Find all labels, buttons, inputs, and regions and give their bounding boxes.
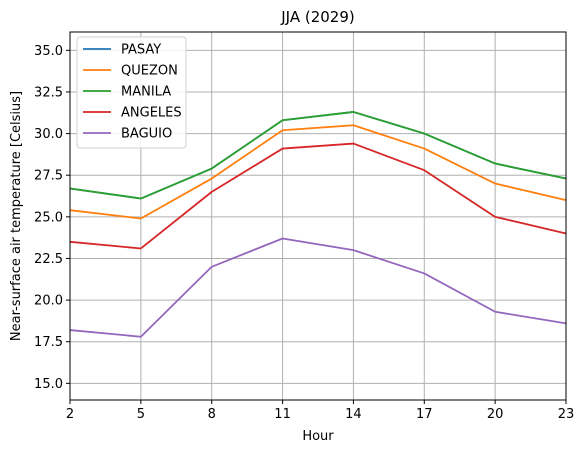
series-line-angeles xyxy=(69,142,567,250)
x-tick-label: 2 xyxy=(66,407,74,422)
legend: PASAY QUEZON MANILA ANGELES BAGUIO xyxy=(76,36,187,149)
grid-lines xyxy=(69,32,567,400)
x-tick-label: 17 xyxy=(416,407,433,422)
x-tick-label: 11 xyxy=(274,407,291,422)
series-line-baguio xyxy=(69,237,567,338)
x-tick-label: 20 xyxy=(487,407,504,422)
y-tick-label: 32.5 xyxy=(34,85,63,100)
x-tick-label: 8 xyxy=(208,407,216,422)
legend-label: PASAY xyxy=(121,43,161,58)
x-axis: 2 5 8 11 14 17 20 23 xyxy=(66,400,574,422)
y-tick-label: 22.5 xyxy=(34,252,63,267)
series-line-quezon xyxy=(69,124,567,220)
y-tick-label: 27.5 xyxy=(34,169,63,184)
legend-label: BAGUIO xyxy=(121,127,172,142)
legend-label: QUEZON xyxy=(121,64,178,79)
y-axis-title: Near-surface air temperature [Celsius] xyxy=(9,91,24,341)
y-tick-label: 20.0 xyxy=(34,294,63,309)
y-tick-label: 17.5 xyxy=(34,335,63,350)
x-axis-title: Hour xyxy=(302,429,334,444)
y-tick-label: 25.0 xyxy=(34,210,63,225)
legend-label: MANILA xyxy=(121,85,171,100)
x-tick-label: 5 xyxy=(137,407,145,422)
series-lines xyxy=(69,111,567,338)
y-tick-label: 35.0 xyxy=(34,44,63,59)
y-tick-label: 30.0 xyxy=(34,127,63,142)
plot-frame xyxy=(69,31,567,401)
legend-label: ANGELES xyxy=(121,106,182,121)
legend-box xyxy=(76,36,187,149)
x-tick-label: 14 xyxy=(345,407,362,422)
chart-title: JJA (2029) xyxy=(280,8,355,26)
series-line-manila xyxy=(69,111,567,200)
x-tick-label: 23 xyxy=(558,407,575,422)
y-axis: 15.0 17.5 20.0 22.5 25.0 27.5 30.0 32.5 35.0 xyxy=(34,44,70,392)
y-tick-label: 15.0 xyxy=(34,377,63,392)
